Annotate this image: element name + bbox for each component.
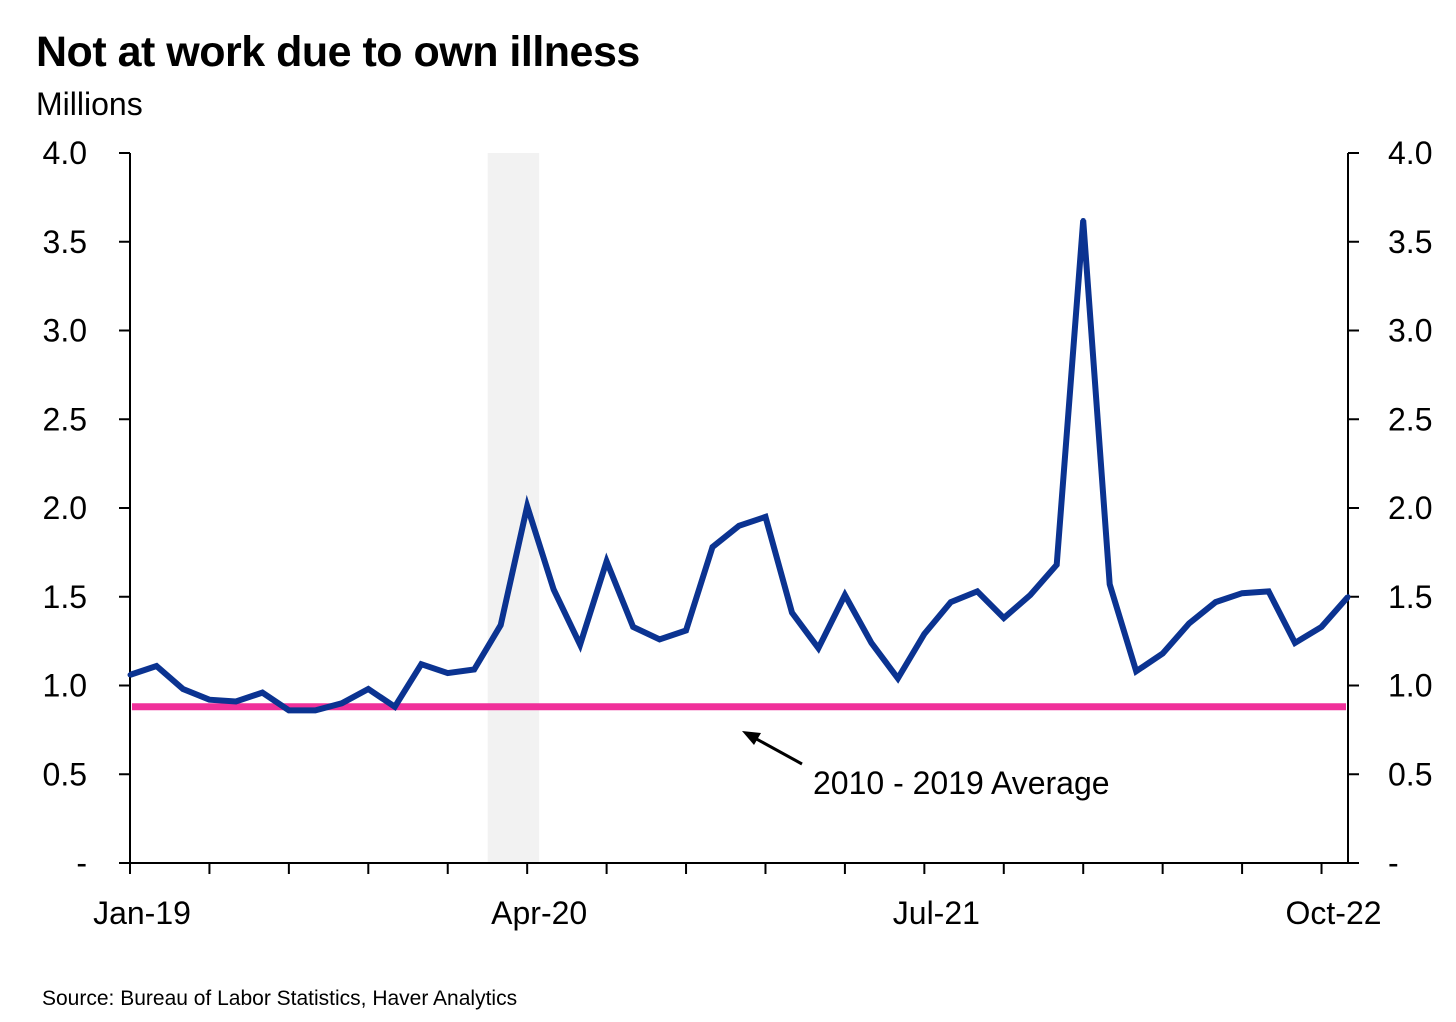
data-point [445,670,451,676]
y-tick-label-left: 1.5 [43,579,87,615]
data-point [1027,592,1033,598]
data-point [710,544,716,550]
recession-shading-layer [487,153,540,863]
data-point [127,672,133,678]
data-point [312,707,318,713]
data-point [1160,651,1166,657]
data-point [1186,620,1192,626]
y-tick-label-left: - [76,845,87,881]
annotation-layer: 2010 - 2019 Average [742,731,1110,801]
recession-shading [487,153,540,863]
data-point [1266,588,1272,594]
y-tick-label-left: 0.5 [43,756,87,792]
y-tick-label-left: 3.5 [43,224,87,260]
y-tick-label-right: 1.0 [1388,668,1432,704]
y-tick-label-right: 1.5 [1388,579,1432,615]
data-point [657,636,663,642]
data-point [1319,624,1325,630]
data-point [233,698,239,704]
data-point [206,697,212,703]
data-point [286,707,292,713]
y-tick-label-left: 1.0 [43,668,87,704]
data-point [604,558,610,564]
data-point [498,622,504,628]
y-tick-label-left: 3.0 [43,313,87,349]
axes-layer: - - 0.5 0.5 1.0 1.0 1.5 1.5 2.0 2.0 2.5 2.5 3.0 3.0 3.… [43,135,1433,931]
y-tick-label-right: 2.0 [1388,490,1432,526]
data-point [1107,581,1113,587]
data-point [868,640,874,646]
data-point [1133,668,1139,674]
data-point [1345,594,1351,600]
data-point [762,514,768,520]
data-point [365,686,371,692]
annotation-arrow-head [742,731,761,745]
data-point [259,690,265,696]
series-layer [127,217,1351,714]
data-point [180,686,186,692]
illness-series-line [129,220,1351,714]
data-point [1001,615,1007,621]
data-point [895,675,901,681]
y-tick-label-right: 2.5 [1388,401,1432,437]
y-tick-label-left: 2.5 [43,401,87,437]
data-point [551,587,557,593]
data-point [736,523,742,529]
x-tick-label: Jul-21 [893,895,980,931]
y-tick-label-right: 3.5 [1388,224,1432,260]
data-point [842,592,848,598]
data-point [974,588,980,594]
data-point [577,642,583,648]
chart-subtitle: Millions [36,86,143,122]
x-tick-label: Oct-22 [1286,895,1382,931]
data-point [789,610,795,616]
data-point [948,599,954,605]
y-tick-label-right: 4.0 [1388,135,1432,171]
y-tick-label-left: 2.0 [43,490,87,526]
data-point [339,700,345,706]
chart-title: Not at work due to own illness [36,28,640,76]
data-point [683,627,689,633]
data-point [418,661,424,667]
annotation-arrow-shaft [751,735,803,766]
y-tick-label-right: 3.0 [1388,313,1432,349]
data-point [392,704,398,710]
source-note: Source: Bureau of Labor Statistics, Have… [42,987,518,1010]
data-point [921,631,927,637]
data-point [1239,590,1245,596]
data-point [1080,217,1086,223]
data-point [153,663,159,669]
data-point [1213,599,1219,605]
data-point [1292,640,1298,646]
data-point [471,667,477,673]
x-tick-label: Jan-19 [93,895,191,931]
data-point [630,624,636,630]
data-point [524,503,530,509]
y-tick-label-left: 4.0 [43,135,87,171]
data-point [815,645,821,651]
y-tick-label-right: - [1388,845,1399,881]
annotation-label: 2010 - 2019 Average [813,765,1110,801]
y-tick-label-right: 0.5 [1388,756,1432,792]
data-point [1054,562,1060,568]
x-tick-label: Apr-20 [491,895,587,931]
